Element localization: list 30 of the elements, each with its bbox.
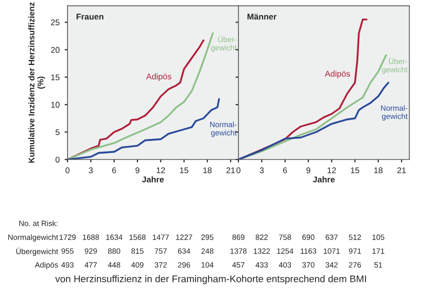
x-tick-label: 6 [283,167,287,174]
y-tick-label: 0 [56,156,60,163]
text: Frauen [76,14,104,20]
x-tick-label: 3 [260,167,264,174]
x-tick-label: 12 [328,167,336,174]
series-label: Adipös [324,70,350,78]
x-axis-title: Jahre [142,176,164,182]
y-tick-label: 20 [51,46,60,53]
x-tick-label: 18 [374,167,383,174]
x-tick-label: 15 [180,167,188,174]
x-tick-label: 12 [156,167,165,174]
x-tick-label: 3 [88,167,93,174]
y-tick-label: 10 [51,102,60,108]
y-tick-label: 15 [51,74,60,80]
x-tick-label: 15 [350,167,360,174]
y-tick-label: 25 [51,19,60,26]
text: Männer [248,14,276,20]
x-tick-label: 21 [397,167,406,174]
x-tick-label: 6 [112,167,116,174]
x-tick-label: 0 [236,167,240,174]
x-tick-label: 9 [136,167,140,174]
x-tick-label: 9 [306,167,310,174]
x-tick-label: 18 [203,167,212,174]
y-axis-title: Kumulative Inzidenz der Herzinsuffizienz (%) [28,2,46,163]
x-axis-title: Jahre [312,176,335,182]
x-tick-label: 0 [66,167,70,174]
text: von Herzinsuffizienz in der Framingham-Kohorte entsprechend dem BMI [55,275,366,284]
y-tick-label: 5 [56,129,60,136]
x-tick-label: 21 [226,167,235,174]
series-label: Adipös [146,73,172,82]
